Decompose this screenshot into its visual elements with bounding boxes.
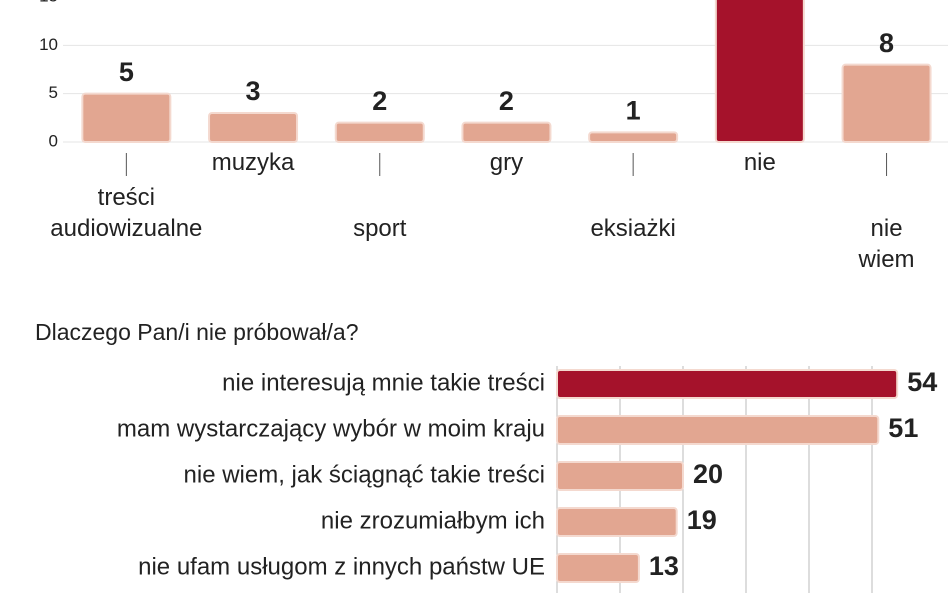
x-tick-label: nie: [743, 149, 776, 176]
x-tick-label: gry: [489, 149, 524, 176]
bar: [208, 112, 299, 143]
y-tick-label: nie interesują mnie takie treści: [222, 369, 545, 396]
value-label: 3: [246, 76, 261, 106]
value-label: 51: [888, 413, 918, 443]
y-tick-label: 5: [49, 83, 58, 102]
bar: [81, 92, 172, 143]
y-tick-label: 0: [49, 131, 58, 150]
y-tick-label: 10: [39, 35, 58, 54]
bar: [841, 63, 932, 143]
x-tick-label: treści audiowizualne: [50, 184, 203, 242]
value-label: 20: [693, 459, 723, 489]
x-tick-label: nie wiem: [858, 215, 915, 273]
bar: [556, 553, 640, 583]
x-tick-label: sport: [353, 215, 407, 242]
y-tick-label: nie wiem, jak ściągnąć takie treści: [184, 461, 545, 488]
bar: [556, 507, 678, 537]
y-tick-label: 15: [39, 0, 58, 5]
bar: [556, 415, 880, 445]
top-chart: 05101553221798: [39, 0, 948, 150]
value-label: 54: [907, 367, 937, 397]
value-label: 8: [879, 28, 894, 58]
bar: [556, 369, 899, 399]
bar: [714, 0, 805, 143]
x-tick-label: eksiażki: [590, 215, 676, 242]
value-label: 1: [626, 95, 641, 125]
value-label: 2: [372, 86, 387, 116]
chart-title: Dlaczego Pan/i nie próbował/a?: [35, 319, 358, 345]
bar: [556, 461, 684, 491]
x-tick-label: muzyka: [211, 149, 295, 176]
value-label: 2: [499, 86, 514, 116]
value-label: 19: [687, 505, 717, 535]
y-tick-label: nie ufam usługom z innych państw UE: [138, 553, 545, 580]
y-tick-label: mam wystarczający wybór w moim kraju: [117, 415, 545, 442]
y-tick-label: nie zrozumiałbym ich: [321, 507, 545, 534]
value-label: 5: [119, 57, 134, 87]
value-label: 13: [649, 551, 679, 581]
bar: [588, 131, 679, 143]
bar: [461, 121, 552, 143]
bottom-chart: Dlaczego Pan/i nie próbował/a? nie intere…: [35, 319, 937, 593]
bar: [334, 121, 425, 143]
